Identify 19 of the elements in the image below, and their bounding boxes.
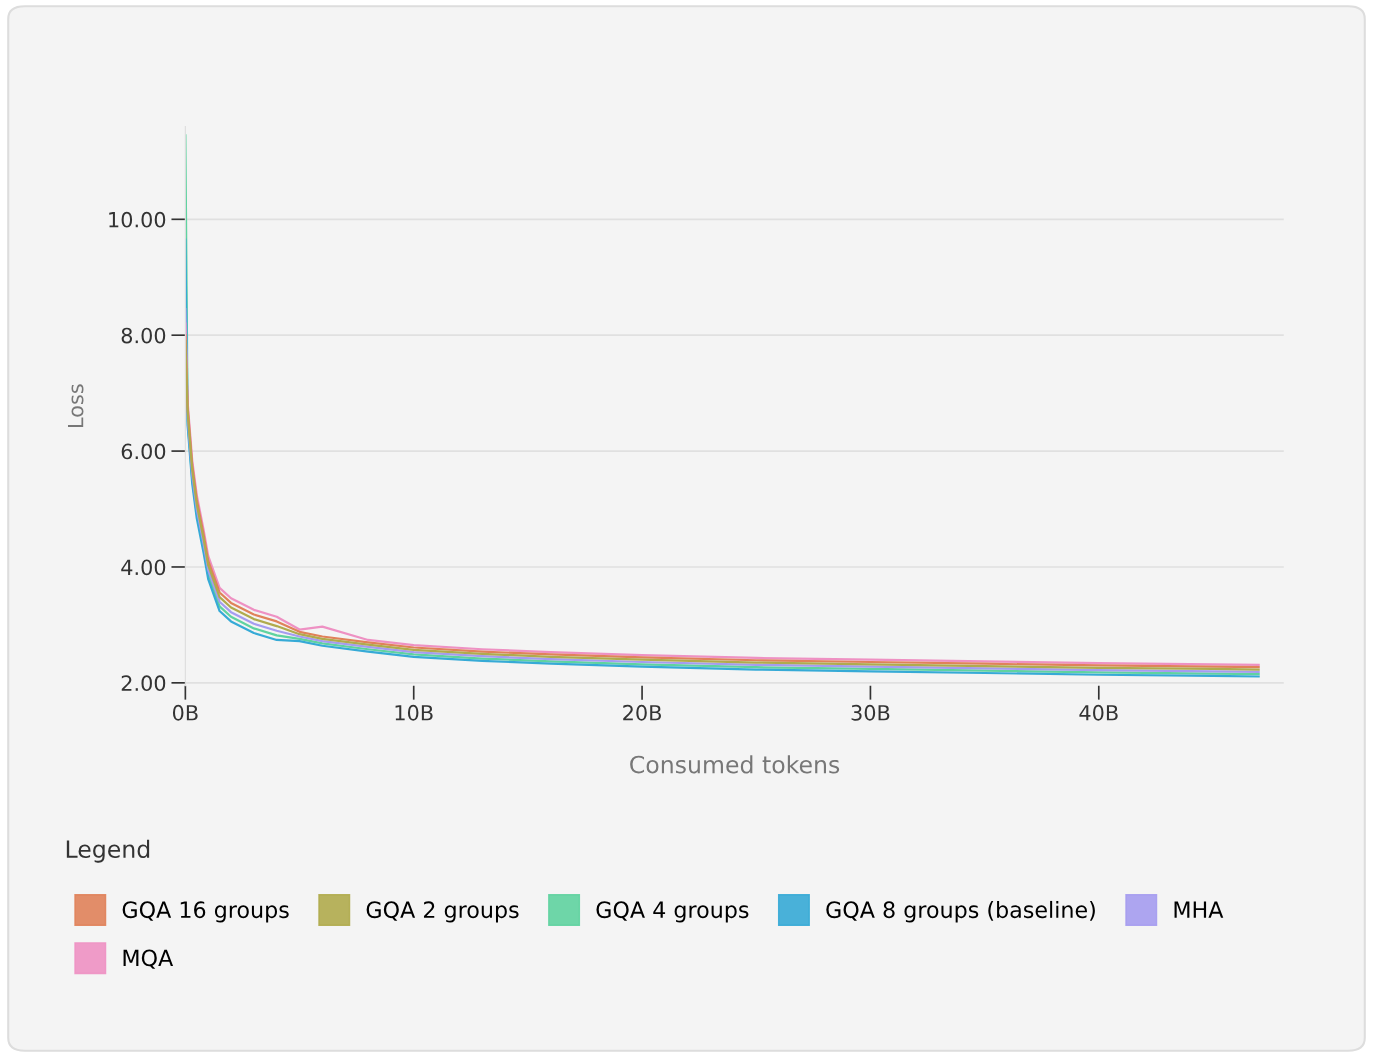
y-tick-label: 6.00 [121,443,166,460]
y-tick-label: 4.00 [121,559,166,576]
x-tick-label: 10B [395,704,433,721]
x-axis-title: Consumed tokens [630,755,840,774]
y-tick-label: 10.00 [109,211,166,228]
y-tick-label: 8.00 [121,327,166,344]
x-tick-label: 20B [623,704,661,721]
legend-label: MHA [1174,901,1224,918]
legend-title: Legend [66,839,150,863]
x-tick-label: 40B [1079,704,1118,721]
legend-label: GQA 8 groups (baseline) [826,900,1095,923]
x-tick-label: 30B [851,704,890,721]
legend-label: MQA [123,949,174,969]
y-tick-label: 2.00 [121,675,166,692]
x-tick-label: 0B [172,704,198,721]
legend-label: GQA 4 groups [596,901,749,923]
y-axis-title: Loss [68,384,84,427]
legend-label: GQA 16 groups [122,901,289,923]
legend-label: GQA 2 groups [366,901,519,923]
